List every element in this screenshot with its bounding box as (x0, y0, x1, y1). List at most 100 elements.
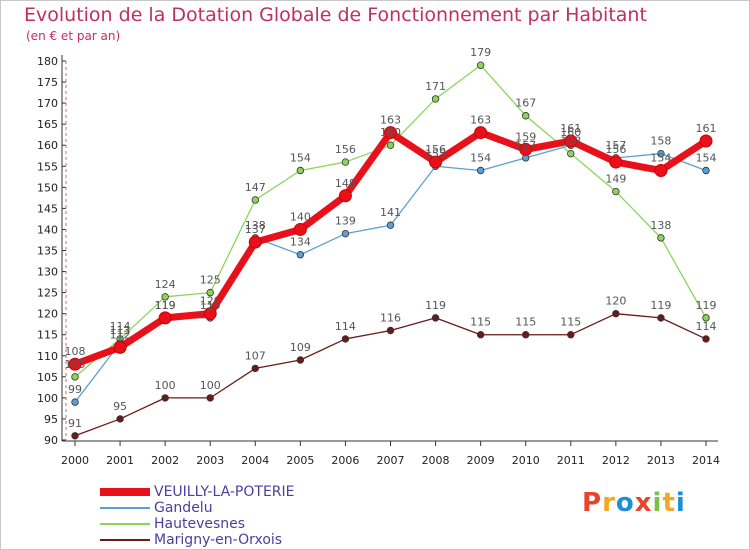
data-point (474, 126, 488, 140)
y-tick-label: 95 (44, 413, 58, 426)
data-point (158, 311, 172, 325)
data-point (657, 234, 665, 242)
data-point (476, 61, 485, 69)
data-point (429, 155, 443, 169)
legend-label: VEUILLY-LA-POTERIE (154, 484, 295, 500)
data-label: 157 (515, 139, 536, 152)
chart-subtitle: (en € et par an) (26, 29, 121, 43)
data-point (657, 149, 665, 158)
data-label: 138 (650, 219, 671, 232)
data-label: 161 (696, 122, 717, 135)
data-label: 119 (650, 299, 671, 312)
data-label: 154 (696, 151, 717, 164)
data-label: 119 (155, 299, 176, 312)
data-label: 159 (515, 130, 536, 143)
data-point (612, 187, 620, 196)
data-label: 95 (113, 400, 127, 413)
data-label: 141 (380, 206, 401, 219)
legend-label: Gandelu (154, 500, 213, 516)
y-tick-label: 120 (37, 308, 58, 321)
x-tick-label: 2012 (602, 454, 630, 467)
y-tick-label: 150 (37, 181, 58, 194)
data-label: 155 (425, 147, 446, 160)
chart-title: Evolution de la Dotation Globale de Fonc… (24, 4, 647, 26)
data-point (522, 112, 530, 120)
x-tick-label: 2007 (377, 454, 405, 467)
y-tick-label: 155 (37, 160, 58, 173)
x-tick-label: 2004 (241, 454, 269, 467)
data-point (206, 288, 214, 297)
data-point (251, 364, 259, 373)
data-point (519, 142, 533, 156)
data-label: 100 (155, 379, 176, 392)
data-label: 139 (335, 215, 356, 228)
data-point (248, 235, 262, 249)
data-point (654, 163, 668, 177)
data-point (699, 134, 713, 148)
data-label: 163 (380, 114, 401, 127)
data-label: 171 (425, 80, 446, 93)
data-label: 108 (65, 345, 86, 358)
x-tick-label: 2002 (151, 454, 179, 467)
data-label: 154 (650, 151, 671, 164)
data-label: 119 (425, 299, 446, 312)
data-label: 119 (200, 299, 221, 312)
x-tick-label: 2006 (331, 454, 359, 467)
data-point (431, 314, 440, 322)
data-label: 158 (560, 135, 581, 148)
data-point (113, 340, 127, 354)
data-point (564, 134, 578, 148)
y-tick-label: 175 (37, 76, 58, 89)
data-point (567, 331, 575, 339)
data-point (293, 222, 307, 236)
data-point (338, 189, 352, 203)
legend-swatch (100, 523, 150, 525)
data-point (251, 196, 259, 204)
y-tick-label: 135 (37, 245, 58, 258)
y-tick-label: 165 (37, 118, 58, 131)
y-tick-label: 140 (37, 223, 58, 236)
data-point (609, 155, 623, 169)
data-point (386, 326, 395, 335)
x-tick-label: 2001 (106, 454, 134, 467)
data-label: 160 (560, 126, 581, 139)
data-label: 161 (560, 122, 581, 135)
data-point (702, 166, 710, 175)
data-point (386, 221, 395, 229)
x-tick-label: 2003 (196, 454, 224, 467)
data-point (71, 398, 79, 406)
data-label: 115 (470, 316, 491, 329)
data-point (296, 166, 305, 175)
data-label: 149 (605, 173, 626, 186)
data-label: 160 (380, 126, 401, 139)
data-point (68, 357, 82, 371)
data-label: 115 (560, 316, 581, 329)
x-tick-label: 2005 (286, 454, 314, 467)
data-point (476, 166, 485, 175)
data-label: 158 (650, 135, 671, 148)
x-tick-label: 2010 (512, 454, 540, 467)
data-point (116, 415, 124, 423)
data-point (296, 356, 305, 364)
y-tick-label: 145 (37, 202, 58, 215)
data-label: 116 (380, 312, 401, 325)
y-tick-label: 160 (37, 139, 58, 152)
data-point (203, 307, 217, 321)
data-point (341, 229, 350, 238)
data-point (657, 314, 665, 322)
data-point (702, 335, 710, 343)
data-label: 113 (110, 324, 131, 337)
data-point (71, 432, 79, 440)
legend-swatch (100, 488, 150, 496)
legend-label: Marigny-en-Orxois (154, 532, 283, 548)
data-label: 148 (335, 177, 356, 190)
data-point (476, 331, 485, 339)
data-point (567, 149, 575, 158)
data-label: 112 (110, 328, 131, 341)
data-point (522, 331, 530, 339)
x-tick-label: 2008 (422, 454, 450, 467)
y-tick-label: 125 (37, 287, 58, 300)
data-point (296, 251, 305, 259)
data-label: 120 (605, 295, 626, 308)
y-tick-label: 170 (37, 97, 58, 110)
